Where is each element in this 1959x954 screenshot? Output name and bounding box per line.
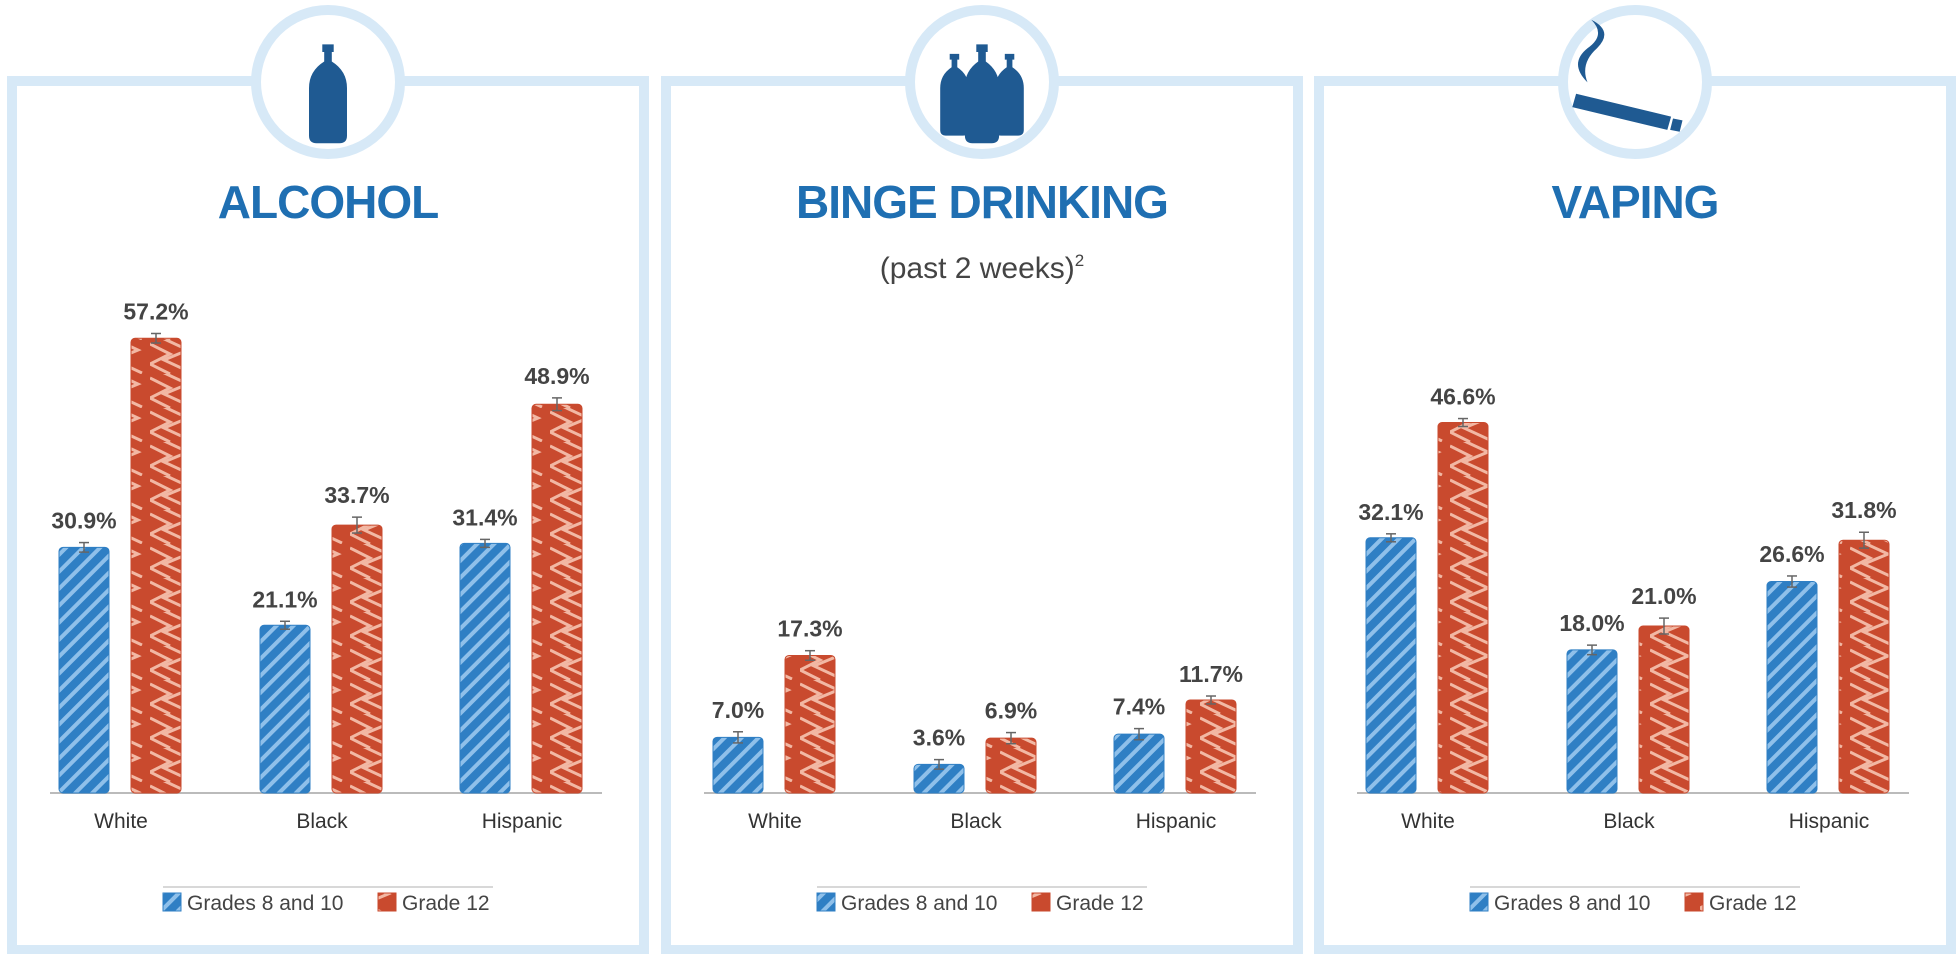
- bar: [130, 337, 182, 794]
- value-label: 17.3%: [777, 616, 842, 642]
- error-bar: [1386, 533, 1396, 543]
- value-label: 48.9%: [524, 363, 589, 389]
- bar: [1185, 699, 1237, 794]
- bar: [531, 403, 583, 794]
- value-label: 7.0%: [712, 697, 764, 723]
- legend-label: Grades 8 and 10: [841, 892, 997, 915]
- bar: [784, 654, 836, 794]
- error-bar: [280, 620, 290, 630]
- chart-subtitle: (past 2 weeks)2: [880, 251, 1085, 285]
- chart-title: BINGE DRINKING: [796, 176, 1168, 228]
- value-label: 33.7%: [324, 482, 389, 508]
- error-bar: [1859, 531, 1869, 549]
- icon-badge: [1558, 5, 1712, 159]
- legend-label: Grade 12: [1056, 892, 1144, 915]
- x-tick-label: White: [94, 810, 148, 833]
- legend-swatch: [1684, 892, 1704, 912]
- bar: [985, 737, 1037, 794]
- error-bar: [1787, 575, 1797, 588]
- chart-title: VAPING: [1552, 176, 1719, 228]
- value-label: 26.6%: [1759, 541, 1824, 567]
- error-bar: [805, 649, 815, 661]
- bar: [58, 546, 110, 794]
- value-label: 32.1%: [1358, 499, 1423, 525]
- value-label: 21.1%: [252, 586, 317, 612]
- value-label: 7.4%: [1113, 694, 1165, 720]
- legend-label: Grades 8 and 10: [1494, 892, 1650, 915]
- legend-swatch: [1469, 892, 1489, 912]
- value-label: 18.0%: [1559, 610, 1624, 636]
- error-bar: [1587, 644, 1597, 656]
- value-label: 30.9%: [51, 508, 116, 534]
- value-label: 6.9%: [985, 698, 1037, 724]
- error-bar: [352, 516, 362, 534]
- icon: [1572, 19, 1683, 132]
- legend-swatch: [162, 892, 182, 912]
- legend-label: Grades 8 and 10: [187, 892, 343, 915]
- x-tick-label: White: [1401, 810, 1455, 833]
- bar: [331, 524, 383, 794]
- error-bar: [1006, 731, 1016, 745]
- x-tick-label: Black: [950, 810, 1002, 833]
- bar: [1113, 733, 1165, 794]
- chart-panel: ALCOHOL White Black Hispanic 30.9% 21.1% 31.4%…: [7, 5, 649, 954]
- bar: [1838, 539, 1890, 794]
- error-bar: [79, 541, 89, 553]
- legend-swatch: [816, 892, 836, 912]
- icon: [940, 44, 1024, 144]
- legend-label: Grade 12: [1709, 892, 1797, 915]
- x-tick-label: Hispanic: [482, 810, 563, 833]
- error-bar: [1134, 727, 1144, 741]
- value-label: 46.6%: [1430, 384, 1495, 410]
- panels: ALCOHOL White Black Hispanic 30.9% 21.1% 31.4%…: [7, 5, 1956, 954]
- chart-title: ALCOHOL: [218, 176, 438, 228]
- value-label: 31.8%: [1831, 497, 1896, 523]
- error-bar: [1458, 417, 1468, 428]
- error-bar: [480, 538, 490, 549]
- value-label: 11.7%: [1179, 661, 1243, 687]
- error-bar: [1206, 695, 1216, 705]
- error-bar: [151, 332, 161, 344]
- icon: [309, 44, 347, 144]
- value-label: 57.2%: [123, 298, 188, 324]
- bar: [712, 736, 764, 794]
- error-bar: [1659, 617, 1669, 635]
- x-tick-label: Black: [1603, 810, 1655, 833]
- chart-panel: VAPING White Black Hispanic 32.1% 18.0% 26.6% 4…: [1314, 5, 1956, 954]
- legend-label: Grade 12: [402, 892, 490, 915]
- error-bar: [552, 397, 562, 412]
- bar: [1437, 422, 1489, 794]
- legend-swatch: [377, 892, 397, 912]
- error-bar: [934, 758, 944, 770]
- x-tick-label: Hispanic: [1136, 810, 1217, 833]
- subtitle-text: (past 2 weeks): [880, 252, 1075, 285]
- chart-panel: BINGE DRINKING (past 2 weeks)2 White Black H…: [661, 5, 1303, 954]
- x-tick-label: White: [748, 810, 802, 833]
- value-label: 31.4%: [452, 504, 517, 530]
- value-label: 21.0%: [1631, 583, 1696, 609]
- footnote-marker: 2: [1075, 251, 1084, 270]
- bar: [1766, 581, 1818, 794]
- error-bar: [733, 731, 743, 744]
- bar: [1365, 537, 1417, 794]
- x-tick-label: Black: [296, 810, 348, 833]
- bar: [1566, 649, 1618, 794]
- value-label: 3.6%: [913, 725, 965, 751]
- x-tick-label: Hispanic: [1789, 810, 1870, 833]
- bar: [1638, 625, 1690, 794]
- legend-swatch: [1031, 892, 1051, 912]
- bar: [459, 542, 511, 794]
- bar: [259, 624, 311, 794]
